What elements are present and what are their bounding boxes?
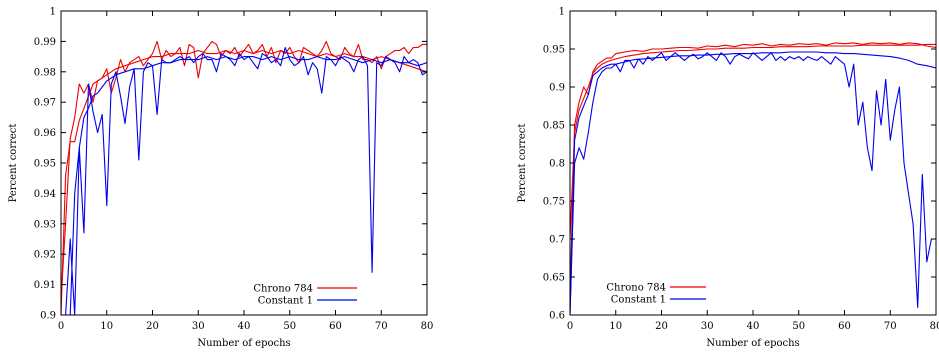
x-tick-label: 0 bbox=[567, 321, 573, 332]
x-tick-label: 80 bbox=[421, 321, 434, 332]
series-line-constant-1-3 bbox=[61, 56, 427, 315]
series-line-chrono-784-1 bbox=[61, 49, 427, 315]
y-tick-label: 1 bbox=[50, 7, 56, 18]
y-tick-label: 0.9 bbox=[549, 83, 565, 94]
x-axis-label: Number of epochs bbox=[706, 338, 799, 349]
series-line-chrono-784-1 bbox=[570, 43, 936, 240]
legend-label: Constant 1 bbox=[258, 296, 313, 307]
x-axis-label: Number of epochs bbox=[197, 338, 290, 349]
x-tick-label: 70 bbox=[884, 321, 897, 332]
x-tick-label: 70 bbox=[375, 321, 388, 332]
x-tick-label: 0 bbox=[58, 321, 64, 332]
series-line-constant-1-4 bbox=[61, 46, 427, 315]
y-tick-label: 0.85 bbox=[543, 121, 565, 132]
series-line-chrono-784-2 bbox=[570, 42, 936, 300]
y-tick-label: 0.93 bbox=[34, 219, 56, 230]
y-tick-label: 0.65 bbox=[543, 273, 565, 284]
y-tick-label: 1 bbox=[559, 7, 565, 18]
x-tick-label: 40 bbox=[238, 321, 251, 332]
y-tick-label: 0.96 bbox=[34, 128, 56, 139]
x-tick-label: 80 bbox=[930, 321, 939, 332]
y-tick-label: 0.98 bbox=[34, 67, 56, 78]
x-tick-label: 60 bbox=[838, 321, 851, 332]
y-tick-label: 0.75 bbox=[543, 197, 565, 208]
y-tick-label: 0.8 bbox=[549, 159, 565, 170]
y-tick-label: 0.9 bbox=[40, 311, 56, 322]
y-tick-label: 0.95 bbox=[34, 159, 56, 170]
series-line-constant-1-3 bbox=[570, 51, 936, 315]
y-tick-label: 0.99 bbox=[34, 37, 56, 48]
y-tick-label: 0.92 bbox=[34, 250, 56, 261]
x-tick-label: 10 bbox=[609, 321, 622, 332]
y-tick-label: 0.97 bbox=[34, 98, 56, 109]
x-tick-label: 50 bbox=[283, 321, 296, 332]
y-axis-label: Percent correct bbox=[517, 124, 528, 203]
series-line-chrono-784-2 bbox=[61, 40, 427, 300]
x-tick-label: 20 bbox=[146, 321, 159, 332]
y-tick-label: 0.7 bbox=[549, 235, 565, 246]
x-tick-label: 30 bbox=[701, 321, 714, 332]
series-group bbox=[61, 40, 427, 315]
x-tick-label: 20 bbox=[655, 321, 668, 332]
y-tick-label: 0.6 bbox=[549, 311, 565, 322]
x-tick-label: 10 bbox=[100, 321, 113, 332]
x-tick-label: 50 bbox=[792, 321, 805, 332]
x-tick-label: 30 bbox=[192, 321, 205, 332]
x-tick-label: 40 bbox=[747, 321, 760, 332]
series-line-constant-1-4 bbox=[570, 52, 936, 315]
y-tick-label: 0.94 bbox=[34, 189, 56, 200]
y-tick-label: 0.95 bbox=[543, 45, 565, 56]
legend-label: Chrono 784 bbox=[253, 284, 313, 295]
legend-label: Chrono 784 bbox=[606, 283, 666, 294]
y-tick-label: 0.91 bbox=[34, 280, 56, 291]
series-group bbox=[570, 42, 936, 315]
chart-1: 0.9 0.91 0.92 0.93 0.94 0.95 0.96 0.97 0.98 0.99 1… bbox=[8, 7, 433, 350]
legend-label: Constant 1 bbox=[611, 295, 666, 306]
y-axis-label: Percent correct bbox=[8, 124, 19, 203]
x-tick-label: 60 bbox=[329, 321, 342, 332]
